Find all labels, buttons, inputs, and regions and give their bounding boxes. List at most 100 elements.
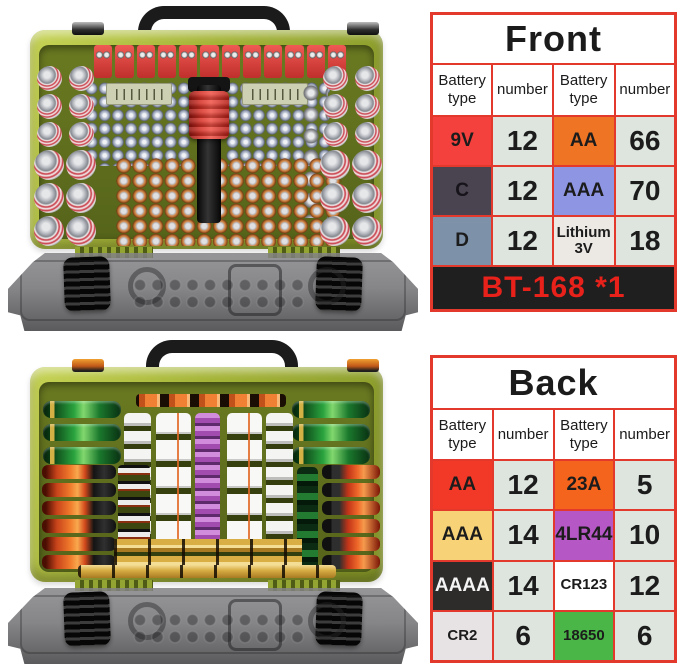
c-battery [36, 66, 62, 91]
d-battery [66, 183, 96, 213]
latch-clip-left [72, 359, 104, 372]
battery-type-cell-cr2: CR2 [432, 610, 493, 661]
9v-battery [306, 45, 325, 78]
aaa-battery [322, 483, 380, 497]
aa-battery [292, 401, 370, 418]
battery-type-cell-23a: 23A [553, 460, 615, 511]
c-d-battery-block-right [319, 66, 383, 246]
hinge-left [75, 247, 153, 258]
9v-battery [264, 45, 283, 78]
case-shell-back [30, 359, 383, 591]
translucent-lid-back [8, 588, 418, 664]
aaa-battery [322, 555, 380, 569]
aa-battery [43, 447, 121, 464]
battery-type-cell-c: C [432, 166, 493, 216]
d-battery [34, 216, 64, 246]
23a-battery-row [136, 394, 286, 407]
aaa-battery [322, 519, 380, 533]
lid-ring-left [128, 267, 166, 305]
9v-battery [157, 45, 176, 78]
9v-battery [221, 45, 240, 78]
9v-battery [94, 45, 113, 78]
c-battery [354, 66, 380, 91]
d-battery [352, 183, 382, 213]
lid-grip-left [63, 591, 111, 647]
latch-clip-right [347, 22, 379, 35]
d-battery [320, 216, 350, 246]
lid-ring-left [128, 602, 166, 640]
aaa-battery [42, 483, 116, 497]
aaaa-battery-bottom-row [78, 565, 336, 578]
col-header-battery-type: Battery type [553, 409, 615, 460]
col-header-battery-type: Battery type [552, 64, 615, 116]
d-battery [352, 216, 382, 246]
front-table-title: Front [432, 14, 675, 64]
c-battery [68, 122, 94, 147]
battery-count-cell: 6 [492, 610, 554, 661]
col-header-number: number [492, 64, 553, 116]
c-d-battery-block-left [33, 66, 97, 246]
battery-count-cell: 70 [614, 166, 675, 216]
aa-battery [292, 447, 370, 464]
battery-type-cell-4lr44: 4LR44 [553, 510, 615, 561]
9v-battery [242, 45, 261, 78]
lid-dimples [132, 612, 308, 646]
9v-battery [285, 45, 304, 78]
9v-battery [179, 45, 198, 78]
center-latch-slider [189, 91, 229, 139]
c-battery [354, 122, 380, 147]
d-battery [34, 183, 64, 213]
col-header-battery-type: Battery type [432, 64, 493, 116]
hinge-right [268, 580, 340, 591]
battery-count-cell: 5 [614, 460, 675, 511]
button-cell-slot-panel-left [106, 83, 172, 105]
aa-green-battery-rows-right [292, 401, 370, 464]
battery-type-cell-9v: 9V [432, 116, 493, 166]
col-header-number: number [614, 64, 675, 116]
battery-count-cell: 18 [614, 216, 675, 266]
hinge-right [268, 247, 340, 258]
battery-type-cell-18650: 18650 [553, 610, 615, 661]
c-battery [322, 94, 348, 119]
lid-grip-left [63, 256, 111, 312]
aaa-battery [42, 519, 116, 533]
d-battery [66, 216, 96, 246]
case-shell-front [30, 22, 383, 258]
aaa-battery [42, 465, 116, 479]
battery-count-cell: 14 [492, 510, 554, 561]
battery-type-cell-lithium-3v: Lithium 3V [552, 216, 615, 266]
back-case-photo [0, 335, 430, 664]
lid-grip-right [315, 256, 363, 312]
battery-count-cell: 12 [492, 460, 554, 511]
lid-center-recess [228, 264, 282, 316]
tester-model-label: BT-168 *1 [432, 266, 675, 310]
aa-green-battery-rows-left [43, 401, 121, 464]
latch-clip-left [72, 22, 104, 35]
col-header-battery-type: Battery type [432, 409, 493, 460]
aa-battery-grid [116, 158, 342, 246]
9v-battery [115, 45, 134, 78]
9v-battery [200, 45, 219, 78]
battery-count-cell: 12 [614, 560, 675, 611]
d-battery [320, 183, 350, 213]
lid-center-recess [228, 599, 282, 651]
aaa-battery [42, 501, 116, 515]
aa-battery [43, 401, 121, 418]
d-battery [352, 150, 382, 180]
c-battery [322, 122, 348, 147]
d-battery [320, 150, 350, 180]
c-battery [36, 122, 62, 147]
c-battery [36, 94, 62, 119]
lid-ring-right [308, 602, 346, 640]
battery-count-cell: 12 [492, 216, 553, 266]
aaa-battery-rows-right [322, 465, 380, 569]
battery-count-cell: 10 [614, 510, 675, 561]
battery-count-cell: 12 [492, 116, 553, 166]
lid-grip-right [315, 591, 363, 647]
lid-dimples [132, 277, 308, 311]
battery-type-cell-aa: AA [432, 460, 493, 511]
aaa-battery [322, 465, 380, 479]
battery-count-cell: 12 [492, 166, 553, 216]
battery-count-cell: 66 [614, 116, 675, 166]
